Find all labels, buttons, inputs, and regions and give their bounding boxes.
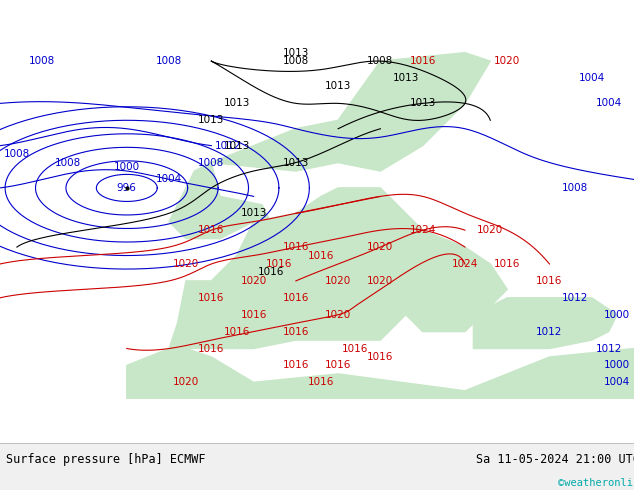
Text: 1020: 1020 xyxy=(367,276,394,286)
Text: 1013: 1013 xyxy=(240,208,267,218)
Text: ©weatheronline.co.uk: ©weatheronline.co.uk xyxy=(558,478,634,488)
Text: 1020: 1020 xyxy=(173,259,199,269)
Text: 996: 996 xyxy=(117,183,137,193)
Text: 1012: 1012 xyxy=(562,293,588,303)
Text: 1016: 1016 xyxy=(308,250,334,261)
Text: 1012: 1012 xyxy=(595,343,622,353)
Text: 1016: 1016 xyxy=(283,242,309,252)
Text: 1008: 1008 xyxy=(367,56,394,66)
Text: 1024: 1024 xyxy=(452,259,478,269)
Text: 1013: 1013 xyxy=(410,98,436,108)
Text: 1020: 1020 xyxy=(494,56,521,66)
Text: 1020: 1020 xyxy=(325,276,351,286)
Text: 1020: 1020 xyxy=(477,225,503,235)
Text: 1016: 1016 xyxy=(283,327,309,337)
Text: 1016: 1016 xyxy=(410,56,436,66)
Text: 1016: 1016 xyxy=(308,377,334,387)
Text: 1016: 1016 xyxy=(367,352,394,362)
Text: 1020: 1020 xyxy=(240,276,267,286)
Text: Surface pressure [hPa] ECMWF: Surface pressure [hPa] ECMWF xyxy=(6,453,206,466)
Text: 1013: 1013 xyxy=(392,73,419,83)
Text: 1004: 1004 xyxy=(604,377,630,387)
Text: 1016: 1016 xyxy=(224,327,250,337)
Text: 1013: 1013 xyxy=(198,115,224,125)
Text: 1008: 1008 xyxy=(283,56,309,66)
Text: 1000: 1000 xyxy=(604,310,630,319)
Text: 1008: 1008 xyxy=(562,183,588,193)
Text: 1013: 1013 xyxy=(325,81,351,92)
Text: 1000: 1000 xyxy=(113,162,140,172)
Text: 1013: 1013 xyxy=(283,158,309,168)
Text: 1020: 1020 xyxy=(325,310,351,319)
Text: 1013: 1013 xyxy=(283,48,309,58)
Text: 1013: 1013 xyxy=(224,141,250,150)
Polygon shape xyxy=(211,52,490,171)
Polygon shape xyxy=(127,348,634,399)
Text: 1008: 1008 xyxy=(55,158,81,168)
Text: 1004: 1004 xyxy=(579,73,605,83)
Text: 1000: 1000 xyxy=(604,361,630,370)
Text: 1012: 1012 xyxy=(215,141,242,150)
Text: 1016: 1016 xyxy=(536,276,562,286)
Text: 1016: 1016 xyxy=(494,259,521,269)
Text: 1016: 1016 xyxy=(283,293,309,303)
Text: 1016: 1016 xyxy=(283,361,309,370)
Polygon shape xyxy=(474,298,617,348)
Text: 1008: 1008 xyxy=(198,158,224,168)
Text: 1008: 1008 xyxy=(156,56,182,66)
Text: 1012: 1012 xyxy=(536,327,562,337)
Text: 1004: 1004 xyxy=(595,98,622,108)
Text: Sa 11-05-2024 21:00 UTC (18+03): Sa 11-05-2024 21:00 UTC (18+03) xyxy=(476,453,634,466)
Text: 1016: 1016 xyxy=(257,268,283,277)
Text: 1016: 1016 xyxy=(325,361,351,370)
Text: 1013: 1013 xyxy=(224,98,250,108)
Text: 1008: 1008 xyxy=(4,149,30,159)
Text: 1008: 1008 xyxy=(29,56,55,66)
Text: 1024: 1024 xyxy=(410,225,436,235)
Polygon shape xyxy=(169,163,271,239)
Polygon shape xyxy=(169,188,507,348)
Text: 1016: 1016 xyxy=(198,293,224,303)
Text: 1004: 1004 xyxy=(156,174,182,184)
Text: 1016: 1016 xyxy=(266,259,292,269)
Text: 1020: 1020 xyxy=(173,377,199,387)
Text: 1016: 1016 xyxy=(240,310,267,319)
Text: 1020: 1020 xyxy=(367,242,394,252)
Text: 1016: 1016 xyxy=(198,225,224,235)
Text: 1016: 1016 xyxy=(198,343,224,353)
Text: 1016: 1016 xyxy=(342,343,368,353)
